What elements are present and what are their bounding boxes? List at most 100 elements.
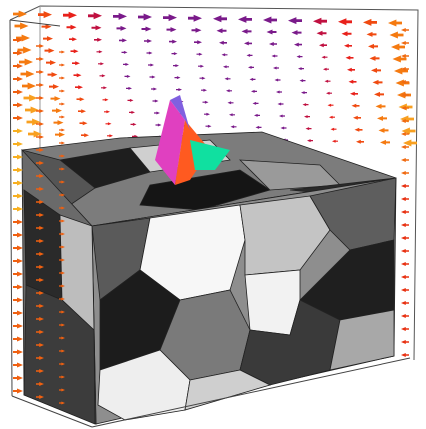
vector-arrow [13, 362, 23, 368]
vector-arrow [13, 37, 23, 43]
vector-arrow [59, 50, 65, 54]
vector-arrow [36, 239, 44, 243]
vector-arrow [59, 336, 65, 340]
vector-arrow [36, 122, 44, 126]
vector-arrow [378, 127, 389, 133]
vector-arrow [194, 40, 202, 45]
vector-arrow [119, 38, 127, 43]
vector-arrow [59, 232, 65, 236]
vector-arrow [146, 51, 153, 55]
vector-arrow [326, 91, 332, 95]
vector-arrow [59, 284, 65, 288]
cube-front-edges [9, 19, 411, 428]
vector-arrow [66, 24, 77, 30]
vector-arrow [13, 193, 23, 199]
vector-arrow [401, 314, 409, 318]
vector-arrow [401, 119, 409, 123]
vector-arrow [76, 97, 85, 102]
vector-arrow [196, 52, 203, 56]
vector-arrow [307, 139, 313, 143]
vector-arrow [403, 139, 417, 147]
vector-arrow [36, 174, 44, 178]
vector-arrow [13, 102, 23, 108]
vector-arrow [69, 37, 77, 42]
vector-arrow [52, 108, 62, 114]
vector-arrow [13, 284, 23, 290]
vector-arrow [313, 17, 327, 25]
vector-arrow [401, 28, 409, 32]
vector-arrow [230, 125, 237, 129]
vector-arrow [255, 125, 262, 129]
vector-arrow [401, 249, 409, 253]
cube-edge [11, 395, 93, 428]
vector-arrow [59, 297, 65, 301]
vector-arrow [254, 113, 260, 117]
vector-arrow [59, 193, 65, 197]
vector-arrow [72, 61, 80, 66]
vector-arrow [13, 271, 23, 277]
vector-arrow [94, 37, 102, 42]
vector-arrow [341, 31, 352, 37]
vector-arrow [59, 219, 65, 223]
vector-arrow [329, 115, 335, 119]
vector-arrow [46, 60, 56, 66]
vector-arrow [59, 323, 65, 327]
vector-arrow [36, 252, 44, 256]
vector-arrow [401, 223, 409, 227]
vector-arrow [188, 14, 202, 22]
vector-arrow [191, 27, 202, 33]
vector-arrow [213, 15, 227, 23]
grain [244, 269, 301, 336]
vector-arrow [13, 219, 23, 225]
vector-arrow [124, 74, 131, 78]
cube-edge [91, 357, 411, 428]
vector-arrow [36, 304, 44, 308]
vector-arrow [59, 154, 65, 158]
vector-arrow [13, 232, 23, 238]
vector-arrow [154, 111, 160, 115]
vector-field-back [13, 10, 417, 147]
vector-arrow [371, 67, 381, 73]
vector-arrow [36, 148, 44, 152]
vector-arrow [356, 139, 364, 144]
vector-arrow [104, 110, 110, 114]
vector-arrow [348, 79, 357, 84]
vector-arrow [238, 15, 252, 23]
vector-arrow [20, 70, 35, 78]
vector-arrow [36, 356, 44, 360]
cube-edge [9, 19, 13, 397]
vector-arrow [388, 19, 402, 27]
vector-arrow [274, 78, 281, 82]
vector-arrow [198, 64, 204, 68]
vector-arrow [169, 39, 177, 44]
vector-arrow [401, 41, 409, 45]
vector-arrow [78, 109, 86, 114]
vector-arrow [380, 139, 390, 145]
vector-arrow [394, 67, 408, 75]
vector-arrow [401, 301, 409, 305]
vector-arrow [13, 258, 23, 264]
vector-arrow [166, 27, 177, 33]
vector-arrow [36, 369, 44, 373]
vector-arrow [13, 297, 23, 303]
vector-arrow [401, 145, 409, 149]
vector-arrow [280, 126, 287, 130]
vector-arrow [53, 120, 64, 126]
grain [239, 299, 341, 386]
vector-arrow [75, 85, 83, 90]
vector-arrow [298, 67, 304, 71]
vector-arrow [13, 167, 23, 173]
vector-arrow [288, 17, 302, 25]
vector-arrow [13, 76, 23, 82]
vector-arrow [13, 375, 23, 381]
vector-arrow [327, 103, 334, 107]
vector-arrow [338, 18, 352, 26]
vector-arrow [59, 180, 65, 184]
vector-arrow [59, 89, 65, 93]
vector-arrow [59, 141, 65, 145]
vector-arrow [91, 25, 102, 31]
vector-arrow [350, 91, 358, 96]
vector-arrow [13, 245, 23, 251]
vector-arrow [123, 62, 129, 66]
